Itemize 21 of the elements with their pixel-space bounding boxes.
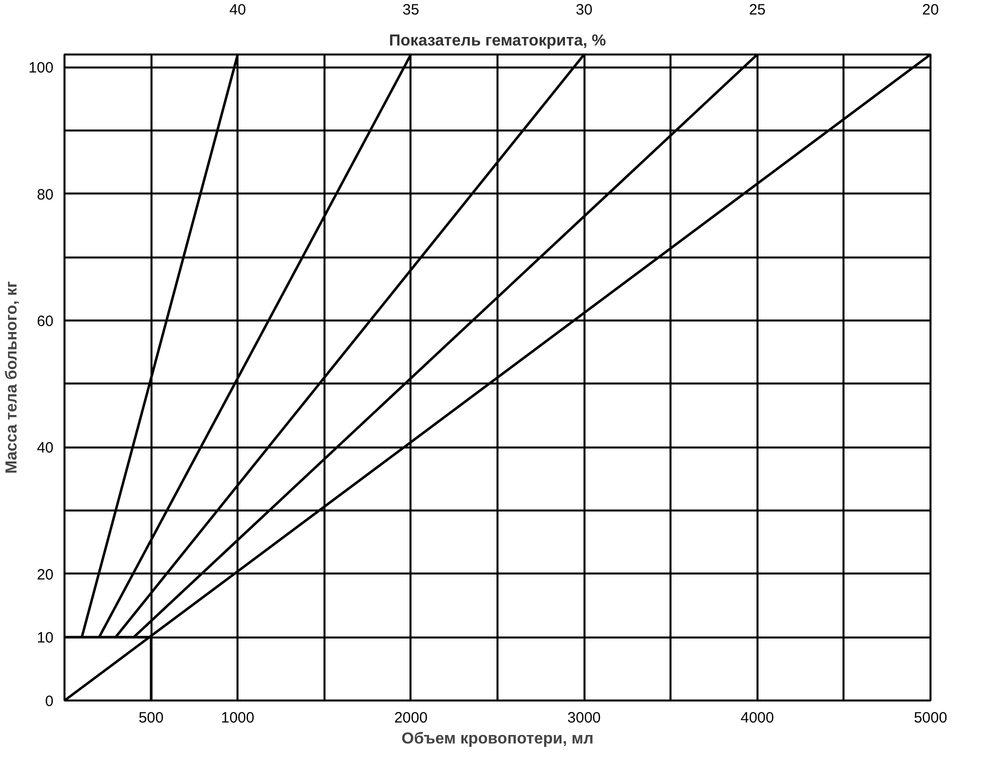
text: Показатель гематокрита, %: [389, 32, 606, 50]
y-tick-label: 10: [36, 630, 54, 647]
text: 20: [922, 2, 939, 18]
y-tick-label: 20: [36, 566, 54, 584]
text: 30: [576, 2, 592, 18]
y-tick-label: 80: [36, 186, 54, 204]
x-axis-title: Объем кровопотери, мл: [402, 730, 594, 748]
y-axis-title: Масса тела больного, кг: [3, 280, 20, 474]
x-tick-label: 4000: [740, 710, 774, 726]
y-tick-label: 100: [28, 60, 54, 77]
x-tick-label: 1000: [221, 710, 254, 726]
y-tick-label: 0: [45, 693, 54, 710]
x-tick-label: 500: [138, 710, 164, 726]
x-tick-label: 3000: [567, 710, 601, 726]
text: 25: [748, 2, 766, 18]
y-tick-label: 40: [36, 440, 54, 457]
x-tick-label: 5000: [914, 710, 948, 726]
y-tick-label: 60: [36, 313, 54, 330]
text: 35: [402, 2, 420, 18]
x-tick-label: 2000: [394, 710, 428, 726]
text: 40: [229, 2, 246, 18]
